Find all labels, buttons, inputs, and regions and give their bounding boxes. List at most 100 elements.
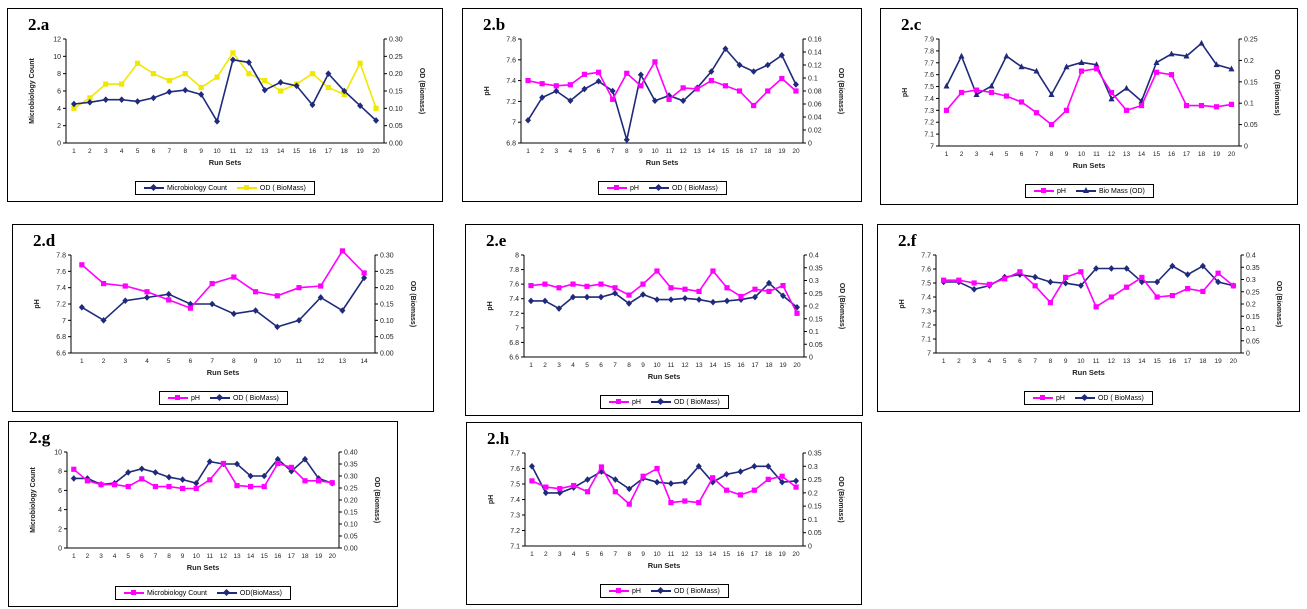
y2-tick-label: 0.1 — [808, 517, 818, 524]
y-tick-label: 7.2 — [510, 528, 520, 535]
y2-tick-label: 0.12 — [808, 63, 822, 70]
data-point — [751, 487, 757, 493]
x-tick-label: 18 — [1199, 358, 1207, 365]
legend-swatch — [1034, 188, 1054, 193]
chart-panel-2b: 2.b 6.8 7 7.2 7.4 7.6 7.8 0 0.02 0.04 0.06 0.08 0.1 0… — [462, 8, 862, 202]
x-tick-label: 9 — [181, 553, 185, 560]
chart-legend: pH OD ( BioMass) — [159, 391, 288, 405]
x-tick-label: 11 — [1093, 151, 1100, 158]
data-point — [737, 492, 744, 498]
data-point — [612, 476, 619, 483]
x-tick-label: 7 — [168, 148, 172, 155]
data-point — [1228, 101, 1235, 107]
series-right-axis — [78, 274, 368, 331]
x-tick-label: 13 — [694, 148, 702, 155]
data-point — [542, 489, 549, 497]
x-tick-label: 3 — [99, 553, 103, 560]
data-point — [694, 86, 700, 92]
data-point — [793, 484, 799, 490]
data-point — [1200, 288, 1206, 294]
data-point — [1183, 102, 1190, 109]
data-point — [341, 91, 347, 98]
x-tick-label: 8 — [1050, 151, 1054, 158]
x-tick-label: 7 — [614, 551, 618, 558]
data-point — [626, 485, 633, 493]
data-point — [70, 100, 77, 108]
y-tick-label: 6.8 — [506, 141, 516, 148]
x-tick-label: 12 — [317, 358, 325, 365]
y2-tick-label: 0.20 — [344, 498, 358, 505]
x-tick-label: 5 — [586, 551, 590, 558]
x-tick-label: 14 — [277, 148, 285, 155]
x-tick-label: 5 — [1005, 151, 1009, 158]
y2-tick-label: 0.15 — [389, 89, 403, 96]
data-point — [1230, 283, 1236, 289]
chart-legend: Microbiology Count OD ( BioMass) — [135, 181, 315, 195]
legend-item: OD(BioMass) — [216, 590, 282, 597]
data-point — [193, 485, 199, 492]
data-point — [302, 478, 308, 484]
data-point — [1169, 262, 1176, 270]
data-point — [152, 469, 159, 476]
x-tick-label: 12 — [1108, 358, 1116, 365]
data-point — [341, 87, 348, 95]
y-tick-label: 7.5 — [921, 281, 931, 288]
y-tick-label: 6.6 — [56, 351, 66, 358]
y-tick-label: 7.8 — [506, 37, 516, 44]
x-axis-title: Run Sets — [1073, 161, 1106, 170]
x-tick-label: 12 — [1108, 151, 1116, 158]
x-tick-label: 6 — [600, 551, 604, 558]
data-point — [1033, 110, 1040, 116]
data-point — [973, 87, 980, 93]
data-point — [309, 71, 316, 77]
data-point — [150, 94, 157, 102]
x-tick-label: 7 — [154, 553, 158, 560]
chart-panel-2a: 2.a 0 2 4 6 8 10 12 0.00 0.05 0.10 0.15 0.20 0.25 0.30… — [7, 8, 443, 202]
x-tick-label: 16 — [309, 148, 317, 155]
data-point — [1032, 273, 1039, 281]
series-left-axis — [71, 460, 335, 492]
data-point — [277, 79, 284, 86]
data-point — [654, 296, 660, 303]
data-point — [278, 88, 284, 94]
x-tick-label: 3 — [972, 358, 976, 365]
legend-item: pH — [1033, 395, 1065, 402]
data-point — [778, 51, 785, 59]
y-tick-label: 7.7 — [924, 60, 934, 67]
x-tick-label: 8 — [625, 148, 629, 155]
y2-tick-label: 0.10 — [389, 106, 403, 113]
y-tick-label: 7.6 — [509, 282, 519, 289]
y-tick-label: 6.8 — [56, 334, 66, 341]
y-tick-label: 8 — [58, 469, 62, 476]
x-tick-label: 2 — [540, 148, 544, 155]
data-point — [943, 107, 950, 113]
y-axis-title: pH — [34, 299, 41, 308]
data-point — [325, 84, 331, 91]
data-point — [710, 298, 716, 306]
data-point — [988, 89, 995, 96]
data-point — [543, 484, 549, 490]
data-point — [1169, 293, 1175, 299]
data-point — [274, 293, 280, 299]
panel-label: 2.f — [898, 231, 917, 250]
x-tick-label: 11 — [1093, 358, 1100, 365]
data-point — [752, 286, 758, 292]
panel-label: 2.a — [28, 15, 50, 34]
y2-tick-label: 0.05 — [389, 123, 403, 130]
y2-axis-title: OD (Biomass) — [409, 281, 416, 327]
y-tick-label: 10 — [53, 54, 61, 61]
legend-item: pH — [1034, 188, 1066, 195]
x-tick-label: 16 — [737, 551, 745, 558]
y2-tick-label: 0.30 — [344, 474, 358, 481]
legend-swatch — [1075, 187, 1096, 193]
data-point — [98, 482, 104, 488]
data-point — [122, 283, 128, 289]
series-line — [73, 58, 377, 124]
x-tick-label: 15 — [261, 553, 269, 560]
data-point — [1228, 65, 1235, 72]
y-tick-label: 7.2 — [56, 302, 66, 309]
data-point — [134, 98, 141, 105]
data-point — [626, 501, 632, 507]
y2-tick-label: 0.25 — [1246, 289, 1260, 296]
x-tick-label: 2 — [544, 551, 548, 558]
